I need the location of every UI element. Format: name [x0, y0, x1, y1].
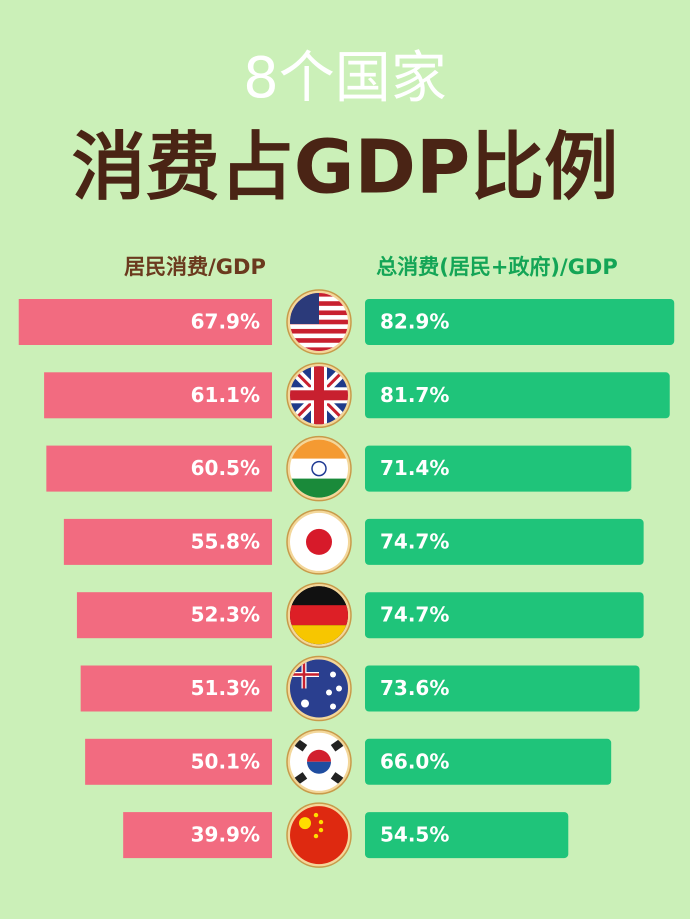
bar-household	[85, 738, 272, 785]
value-label: 67.9%	[191, 310, 260, 334]
value-label: 39.9%	[191, 823, 260, 847]
bar-household	[44, 372, 272, 419]
legend-right: 总消费(居民+政府)/GDP	[376, 255, 618, 279]
bar-household	[76, 592, 273, 639]
bar-total	[365, 665, 640, 712]
flag-star	[299, 817, 311, 830]
flag-star	[313, 833, 319, 839]
flag-stripe	[290, 338, 348, 343]
bar-total	[365, 299, 675, 345]
value-label: 54.5%	[380, 823, 449, 847]
bar-total	[365, 445, 632, 492]
bar-total	[365, 592, 644, 639]
flag-band	[290, 625, 348, 645]
flag-taeguk	[307, 761, 331, 774]
flag-base	[290, 806, 348, 865]
flag-star	[330, 703, 336, 710]
chart-subtitle: 消费占GDP比例	[72, 125, 618, 211]
flag-star	[318, 819, 324, 825]
flag-stripe	[290, 328, 348, 334]
value-label: 61.1%	[191, 383, 260, 407]
bar-household	[123, 812, 272, 859]
bar-total	[365, 518, 644, 565]
value-label: 50.1%	[191, 749, 260, 773]
flag-star	[330, 671, 336, 678]
bar-total	[365, 812, 569, 859]
flag-star	[326, 689, 332, 696]
value-label: 81.7%	[380, 383, 449, 407]
flag-band	[290, 478, 348, 498]
flag-sun	[306, 528, 332, 555]
value-label: 52.3%	[191, 603, 260, 627]
flag-band	[290, 439, 348, 459]
flag-taeguk	[307, 749, 331, 762]
bar-household	[46, 445, 273, 492]
bar-household	[18, 299, 272, 345]
flag-star	[301, 699, 309, 708]
bar-household	[63, 518, 273, 565]
value-label: 74.7%	[380, 603, 449, 627]
flag-band	[290, 605, 348, 626]
value-label: 66.0%	[380, 749, 449, 773]
flag-star	[318, 827, 324, 833]
value-label: 60.5%	[191, 456, 260, 480]
flag-cross	[314, 366, 324, 425]
flag-star	[336, 685, 342, 692]
legend-left: 居民消费/GDP	[124, 255, 266, 279]
flag	[290, 586, 348, 645]
flag	[290, 439, 348, 498]
flag-star	[313, 812, 319, 818]
value-label: 55.8%	[191, 529, 260, 553]
flag-stripe	[290, 347, 348, 351]
value-label: 74.7%	[380, 529, 449, 553]
value-label: 73.6%	[380, 676, 449, 700]
flag	[290, 806, 348, 865]
bar-total	[365, 372, 670, 419]
flag	[290, 366, 348, 425]
flag	[290, 512, 348, 571]
value-label: 51.3%	[191, 676, 260, 700]
flag-wheel	[311, 460, 327, 477]
bar-household	[80, 665, 272, 712]
value-label: 71.4%	[380, 456, 449, 480]
flag-band	[290, 586, 348, 606]
bar-total	[365, 738, 612, 785]
flag	[290, 293, 348, 351]
chart-title: 8个国家	[243, 46, 447, 111]
flag	[290, 732, 348, 791]
value-label: 82.9%	[380, 310, 449, 334]
